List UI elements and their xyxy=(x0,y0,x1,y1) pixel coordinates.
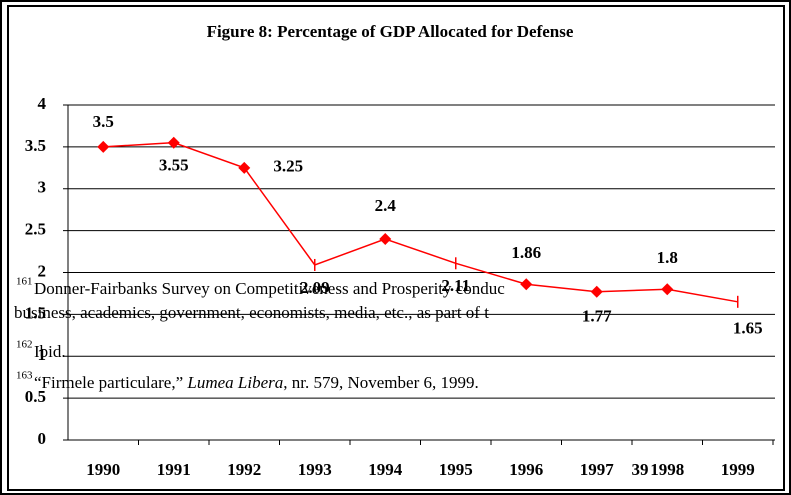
data-label: 2.09 xyxy=(300,278,330,297)
x-tick-label: 1992 xyxy=(227,460,261,479)
y-tick-label: 2.5 xyxy=(25,220,46,239)
marker xyxy=(590,285,603,298)
footnote-part: Lumea Libera xyxy=(186,373,283,392)
x-tick-label: 1996 xyxy=(509,460,543,479)
y-tick-label: 0.5 xyxy=(25,387,46,406)
y-tick-label: 3.5 xyxy=(25,136,46,155)
inner-border xyxy=(7,5,785,491)
marker xyxy=(97,140,110,153)
y-tick-label: 2 xyxy=(38,261,47,280)
data-line xyxy=(103,141,738,303)
data-label: 2.11 xyxy=(441,276,470,295)
x-tick-label: 1998 xyxy=(650,460,684,479)
marker xyxy=(379,233,392,245)
marker xyxy=(661,283,674,296)
data-label: 2.4 xyxy=(375,196,397,215)
marker xyxy=(167,136,180,149)
data-label: 1.77 xyxy=(582,307,612,326)
y-tick-label: 0 xyxy=(38,429,47,448)
plot: 0 0.5 1 1.5 2 2.5 3 3.5 4 1990 1991 1992 1993 1994 199… xyxy=(25,94,775,479)
x-tick-label: 1993 xyxy=(298,460,332,479)
data-label: 1.65 xyxy=(733,319,763,338)
chart-title: Figure 8: Percentage of GDP Allocated fo… xyxy=(207,22,574,41)
footnote-part: , nr. 579, November 6, 1999. xyxy=(283,373,478,392)
data-label: 1.8 xyxy=(657,248,678,267)
data-label: 1.86 xyxy=(511,243,541,262)
footnote-number: 163 xyxy=(16,370,33,382)
data-label: 3.5 xyxy=(93,112,114,131)
x-tick-label: 1995 xyxy=(439,460,473,479)
x-tick-label: 1994 xyxy=(368,460,403,479)
footnote-text: business, academics, government, economi… xyxy=(14,303,489,322)
footnote-part: “Firmele particulare,” xyxy=(34,373,187,392)
x-tick-label: 1997 xyxy=(580,460,615,479)
footnote-number: 161 xyxy=(16,276,33,288)
footnotes: 161 Donner-Fairbanks Survey on Competitiv… xyxy=(14,276,649,479)
x-tick-label: 1999 xyxy=(721,460,755,479)
data-label: 3.55 xyxy=(159,156,189,175)
y-tick-label: 4 xyxy=(38,94,47,113)
x-tick-label: 1991 xyxy=(157,460,191,479)
footnote-text: Ibid. xyxy=(34,342,66,361)
y-tick-label: 1.5 xyxy=(25,303,46,322)
x-tick-label: 1990 xyxy=(86,460,120,479)
footnote-text: Donner-Fairbanks Survey on Competitivene… xyxy=(34,279,505,298)
page-number: 39 xyxy=(632,460,649,479)
footnote-number: 162 xyxy=(16,339,33,351)
y-tick-label: 3 xyxy=(38,178,47,197)
marker xyxy=(520,278,533,291)
y-tick-label: 1 xyxy=(38,345,47,364)
data-label: 3.25 xyxy=(273,157,303,176)
footnote-text: “Firmele particulare,” Lumea Libera, nr.… xyxy=(34,373,479,392)
marker xyxy=(238,161,251,174)
